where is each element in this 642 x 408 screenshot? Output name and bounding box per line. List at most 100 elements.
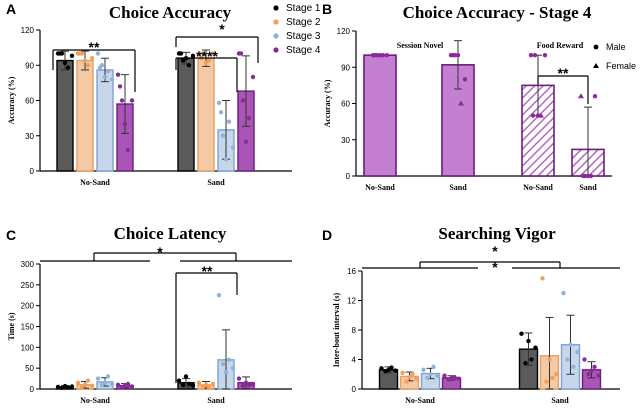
- data-point: [226, 119, 232, 124]
- data-point: [565, 357, 570, 362]
- data-point: [561, 290, 566, 296]
- data-point: [220, 133, 226, 138]
- y-tick-label: 30: [341, 136, 350, 145]
- data-point: [176, 378, 182, 383]
- data-point: [410, 372, 415, 377]
- bar-stage-2: [76, 59, 94, 172]
- data-point: [456, 376, 461, 381]
- significance-stars: **: [89, 39, 100, 55]
- data-point: [69, 384, 75, 389]
- data-point: [216, 293, 222, 298]
- data-point: [400, 370, 405, 375]
- legend-label: Stage 2: [286, 17, 321, 28]
- data-point: [55, 384, 61, 390]
- data-point: [544, 379, 549, 384]
- data-point: [75, 380, 81, 385]
- data-point: [246, 115, 252, 121]
- data-point: [542, 52, 548, 58]
- chart-title: Choice Latency: [114, 224, 227, 243]
- y-tick-label: 120: [337, 27, 351, 36]
- data-point: [226, 357, 232, 363]
- data-point: [526, 338, 531, 344]
- y-tick-label: 90: [25, 61, 34, 70]
- x-category-label: No-Sand: [523, 183, 553, 192]
- data-point: [125, 147, 131, 153]
- subgroup-label: Food Reward: [537, 41, 584, 50]
- legend-marker: [273, 19, 279, 25]
- x-group-label: Sand: [207, 396, 225, 405]
- y-tick-label: 0: [30, 167, 35, 176]
- legend-label: Stage 1: [286, 3, 321, 14]
- data-point: [435, 373, 440, 378]
- data-point: [65, 385, 71, 390]
- data-point: [379, 366, 384, 371]
- legend-label: Female: [606, 61, 636, 71]
- data-point: [89, 383, 95, 388]
- significance-stars: *: [492, 243, 498, 259]
- data-point: [462, 77, 468, 82]
- y-axis-label: Accuracy (%): [7, 76, 16, 124]
- data-point: [458, 100, 464, 106]
- data-point: [582, 357, 587, 362]
- data-point: [97, 65, 103, 70]
- data-point: [216, 100, 222, 106]
- data-point: [196, 51, 202, 56]
- data-point: [89, 56, 95, 61]
- significance-stars: *: [157, 244, 163, 260]
- legend-marker: [273, 5, 279, 11]
- data-point: [223, 157, 229, 162]
- bar-stage-2: [197, 57, 215, 172]
- data-point: [230, 145, 236, 150]
- data-point: [105, 374, 111, 379]
- y-tick-label: 60: [25, 97, 34, 106]
- legend-marker: [273, 47, 279, 53]
- legend-marker: [273, 33, 279, 39]
- significance-stars: *: [492, 259, 498, 275]
- data-point: [82, 58, 88, 63]
- data-point: [530, 113, 536, 118]
- significance-stars: **: [558, 65, 569, 81]
- data-point: [450, 52, 456, 58]
- data-point: [586, 372, 591, 377]
- data-point: [538, 112, 544, 118]
- data-point: [407, 375, 412, 380]
- data-point: [540, 276, 545, 281]
- data-point: [186, 381, 192, 387]
- y-tick-label: 12: [347, 297, 356, 306]
- data-point: [117, 84, 123, 89]
- y-axis-label: Time (s): [7, 312, 16, 340]
- y-tick-label: 200: [21, 302, 35, 311]
- legend-label: Stage 3: [286, 31, 321, 42]
- data-point: [196, 380, 202, 385]
- y-tick-label: 250: [21, 281, 35, 290]
- data-point: [372, 52, 378, 58]
- y-tick-label: 0: [346, 172, 351, 181]
- chart-title: Choice Accuracy - Stage 4: [403, 3, 592, 22]
- data-point: [550, 375, 555, 381]
- subgroup-label: Session Novel: [397, 41, 444, 50]
- panel-letter-d: D: [322, 227, 332, 243]
- data-point: [102, 380, 108, 385]
- x-group-label: Sand: [551, 396, 569, 405]
- data-point: [240, 383, 246, 388]
- bar-stage4-0: [363, 54, 397, 177]
- legend-marker-female: [593, 63, 599, 68]
- data-point: [592, 94, 598, 99]
- data-point: [568, 342, 573, 347]
- data-point: [442, 373, 447, 378]
- data-point: [210, 381, 216, 387]
- y-tick-label: 8: [352, 326, 357, 335]
- data-point: [200, 51, 206, 56]
- significance-stars: ****: [196, 48, 218, 64]
- data-point: [452, 375, 457, 380]
- y-tick-label: 120: [21, 26, 35, 35]
- y-tick-label: 300: [21, 260, 35, 269]
- data-point: [523, 360, 528, 366]
- data-point: [178, 51, 184, 56]
- data-point: [431, 364, 436, 370]
- data-point: [190, 383, 196, 388]
- y-tick-label: 50: [25, 364, 34, 373]
- data-point: [57, 51, 63, 56]
- data-point: [588, 173, 594, 179]
- x-category-label: Sand: [579, 183, 597, 192]
